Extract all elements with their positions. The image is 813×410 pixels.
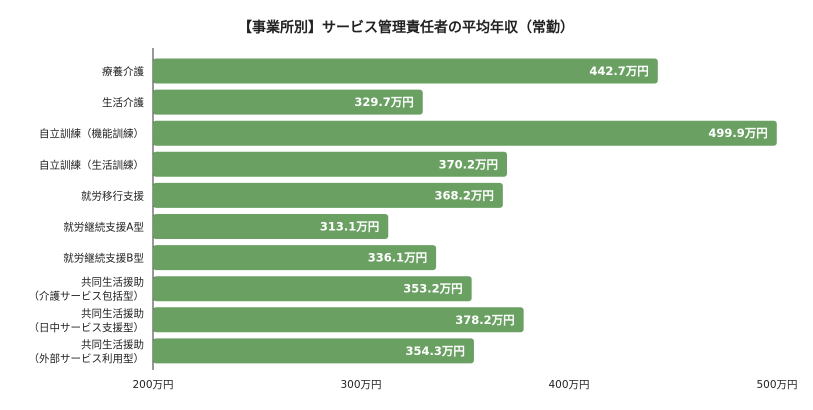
category-label-7-1: （介護サービス包括型） [29,290,145,303]
bar-value-label-2: 499.9万円 [708,126,767,140]
category-label-6-0: 就労継続支援B型 [63,252,144,265]
bar-value-label-6: 336.1万円 [368,251,427,265]
category-label-9-1: （外部サービス利用型） [29,352,145,365]
category-label-2-0: 自立訓練（機能訓練） [39,127,144,140]
category-label-9-0: 共同生活援助 [81,338,144,351]
bar-7 [153,276,472,302]
bar-6 [153,245,437,271]
bar-4 [153,182,503,208]
category-label-1-0: 生活介護 [102,96,144,109]
bar-1 [153,89,423,115]
category-label-5-0: 就労継続支援A型 [63,221,144,234]
x-tick-label-2: 400万円 [548,379,589,391]
bar-value-label-7: 353.2万円 [403,282,462,296]
x-tick-label-0: 200万円 [132,379,173,391]
x-tick-label-3: 500万円 [756,379,797,391]
bar-0 [153,58,658,84]
category-label-4-0: 就労移行支援 [81,189,144,202]
category-label-8-1: （日中サービス支援型） [29,321,145,334]
category-label-7-0: 共同生活援助 [81,276,144,289]
x-axis-ticks-group: 200万円 300万円 400万円 500万円 [132,379,797,391]
bars-group: 442.7万円 329.7万円 499.9万円 370.2万円 368.2万円 313.1… [153,58,777,364]
category-label-8-0: 共同生活援助 [81,307,144,320]
bar-9 [153,338,474,364]
bar-value-label-8: 378.2万円 [455,313,514,327]
x-tick-label-1: 300万円 [340,379,381,391]
bar-value-label-0: 442.7万円 [589,64,648,78]
category-label-0-0: 療養介護 [102,65,144,78]
bar-value-label-5: 313.1万円 [320,220,379,234]
bar-8 [153,307,524,333]
bar-value-label-9: 354.3万円 [406,344,465,358]
chart-title: 【事業所別】サービス管理責任者の平均年収（常勤） [238,19,574,36]
category-label-3-0: 自立訓練（生活訓練） [39,158,144,171]
bar-2 [153,120,777,146]
bar-5 [153,214,389,239]
bar-3 [153,151,508,177]
bar-value-label-3: 370.2万円 [439,157,498,171]
bar-value-label-4: 368.2万円 [434,188,493,202]
bar-value-label-1: 329.7万円 [354,95,413,109]
